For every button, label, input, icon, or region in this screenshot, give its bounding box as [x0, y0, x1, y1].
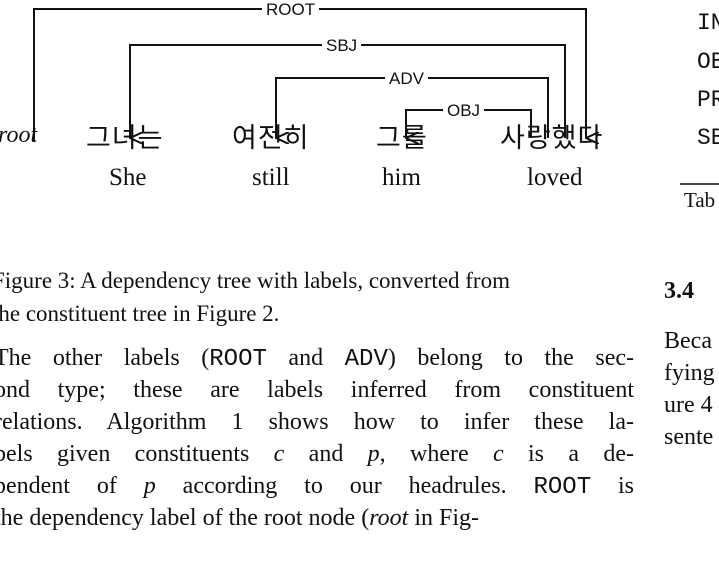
table-cell-3: PR: [697, 85, 719, 116]
arc-label-root: ROOT: [262, 0, 319, 20]
right-text-line-2: fying: [664, 357, 715, 389]
arc-label-obj: OBJ: [443, 101, 484, 121]
math-var-c: c: [493, 441, 504, 467]
text: ) belong to the sec-: [388, 345, 634, 371]
figure-caption-line-1: Figure 3: A dependency tree with labels,…: [0, 264, 510, 297]
text: The other labels (: [0, 345, 209, 371]
gloss-3: him: [382, 164, 421, 192]
math-var-p: p: [144, 473, 156, 499]
code-adv: ADV: [345, 346, 388, 373]
text: according to our headrules.: [156, 473, 534, 499]
gloss-4: loved: [527, 164, 583, 192]
table-cell-4: SB: [697, 123, 719, 154]
text: and: [267, 345, 345, 371]
right-text-line-3: ure 4: [664, 389, 713, 421]
korean-word-2: 여전히: [232, 116, 310, 155]
math-var-c: c: [274, 441, 285, 467]
body-line-6: the dependency label of the root node (r…: [0, 502, 634, 534]
code-root: ROOT: [533, 474, 591, 501]
body-line-2: ond type; these are labels inferred from…: [0, 374, 634, 406]
text: pendent of: [0, 473, 144, 499]
text: in Fig-: [408, 505, 479, 531]
gloss-1: She: [109, 164, 147, 192]
body-line-1: The other labels (ROOT and ADV) belong t…: [0, 342, 634, 376]
body-line-3: relations. Algorithm 1 shows how to infe…: [0, 406, 634, 438]
text: is a de-: [504, 441, 634, 467]
korean-word-4: 사랑했다: [500, 116, 603, 155]
table-cell-2: OB: [697, 47, 719, 78]
korean-word-1: 그녀는: [86, 116, 164, 155]
math-var-p: p: [368, 441, 380, 467]
text: and: [284, 441, 367, 467]
body-line-4: bels given constituents c and p, where c…: [0, 438, 634, 470]
arc-label-adv: ADV: [385, 69, 428, 89]
text: the dependency label of the root node (: [0, 505, 369, 531]
section-number: 3.4: [664, 275, 694, 307]
right-text-line-1: Beca: [664, 325, 712, 357]
text: , where: [380, 441, 493, 467]
code-root: ROOT: [209, 346, 267, 373]
figure-caption-line-2: the constituent tree in Figure 2.: [0, 297, 279, 330]
text: is: [591, 473, 634, 499]
dependency-arcs: [0, 0, 719, 230]
italic-root: root: [369, 505, 408, 531]
body-line-5: pendent of p according to our headrules.…: [0, 470, 634, 504]
table-cell-1: IN: [697, 8, 719, 39]
korean-word-3: 그를: [376, 116, 428, 155]
gloss-2: still: [252, 164, 290, 192]
root-node: root: [0, 122, 37, 149]
right-text-line-4: sente: [664, 421, 713, 453]
text: bels given constituents: [0, 441, 274, 467]
arc-label-sbj: SBJ: [322, 36, 361, 56]
table-caption-fragment: Tab: [684, 184, 715, 216]
